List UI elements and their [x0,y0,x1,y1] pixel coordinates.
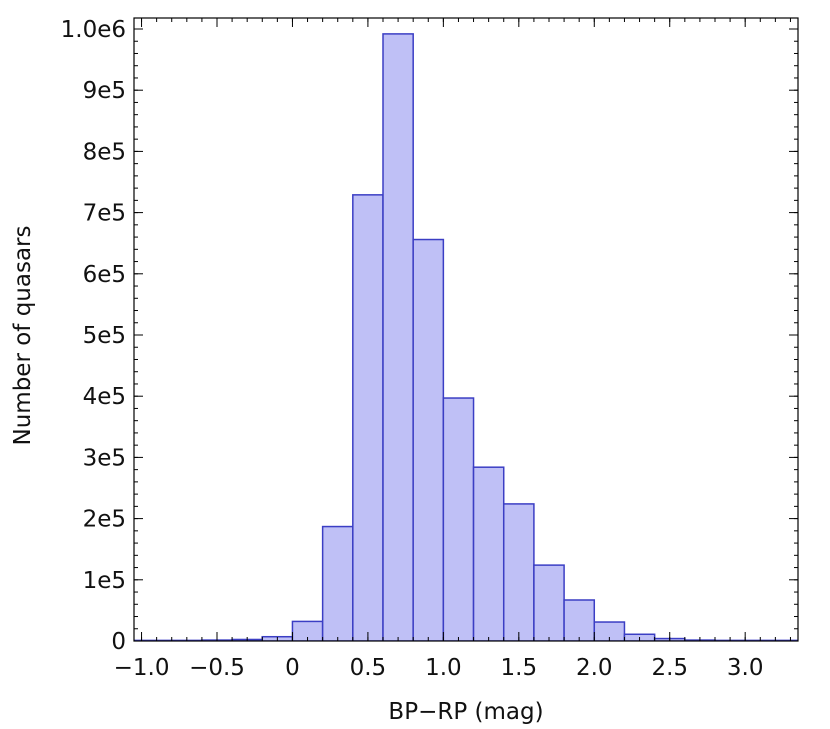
x-tick-label: 0 [285,655,300,681]
histogram-bar [472,466,505,641]
histogram-bar [352,194,384,641]
y-tick-label: 9e5 [83,78,126,104]
x-tick-label: −1.0 [114,655,170,681]
histogram-bar [442,397,475,641]
x-tick-label: −0.5 [189,655,245,681]
y-tick-label: 3e5 [83,445,126,471]
plot-frame [133,17,799,642]
histogram-bar [382,33,414,641]
x-tick-label: 2.0 [576,655,613,681]
y-tick-label: 2e5 [83,507,126,533]
y-tick-label: 1e5 [83,568,126,594]
histogram-bar [321,525,354,641]
y-tick-label: 1.0e6 [61,17,126,43]
x-tick-label: 3.0 [727,655,764,681]
histogram-bar [563,599,596,641]
y-tick-label: 5e5 [83,323,126,349]
x-tick-label: 2.5 [651,655,688,681]
y-tick-label: 7e5 [83,201,126,227]
y-tick-label: 4e5 [83,384,126,410]
x-tick-label: 0.5 [350,655,387,681]
x-tick-label: 1.5 [501,655,538,681]
histogram-bar [412,238,445,641]
tick-labels-layer: −1.0 −0.5 0 0.5 1.0 1.5 2.0 2.5 3.0 0 1e5 2e5 3e5 4e5… [61,17,764,681]
bars-layer [134,33,798,641]
x-tick-label: 1.0 [425,655,462,681]
histogram-bar [533,564,565,641]
x-axis-title: BP−RP (mag) [388,699,543,725]
ticks-layer [134,18,798,642]
y-axis-title: Number of quasars [10,226,36,446]
histogram-bar [593,621,626,641]
y-tick-label: 0 [111,629,126,655]
y-tick-label: 8e5 [83,139,126,165]
y-tick-label: 6e5 [83,262,126,288]
histogram-bar [502,503,535,641]
